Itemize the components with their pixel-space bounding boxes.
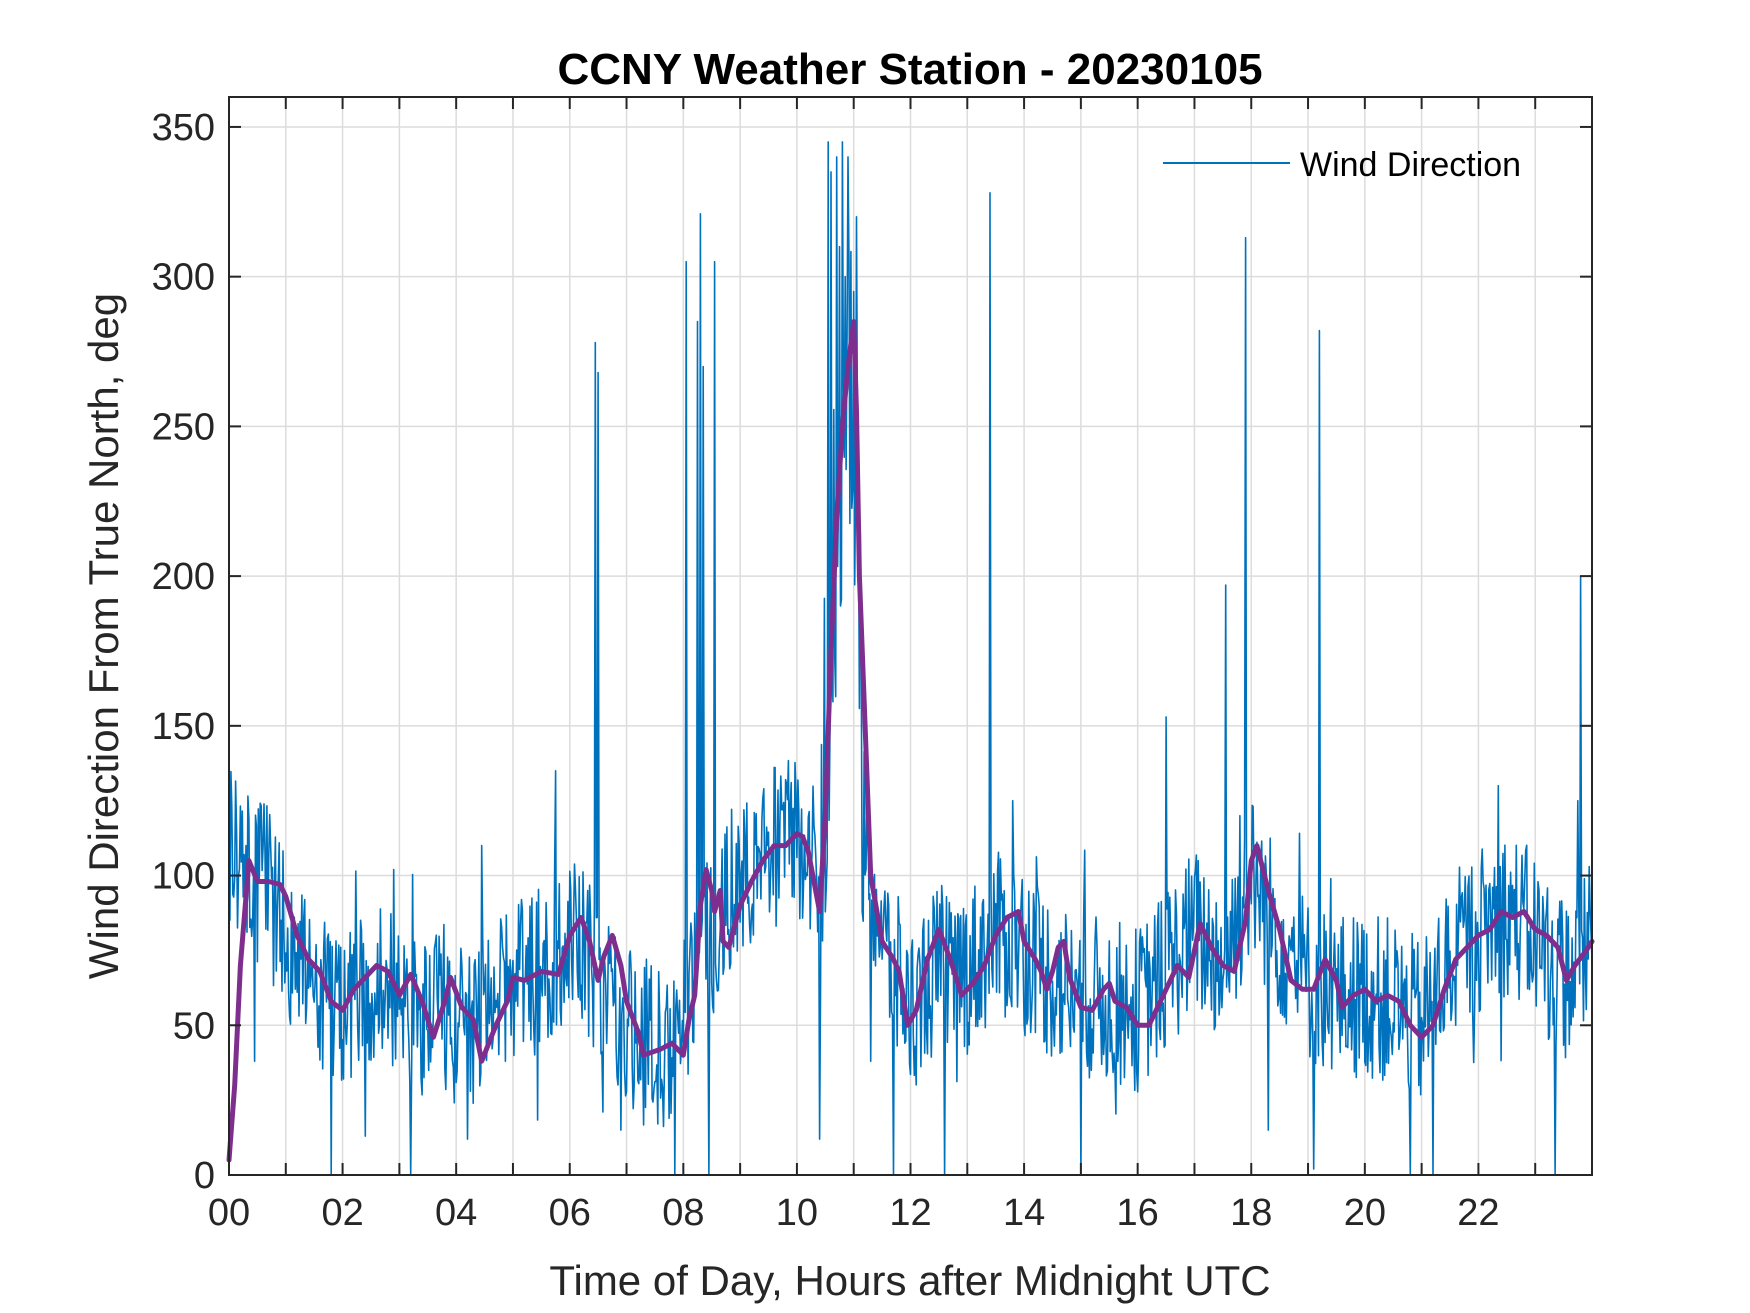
y-tick-label: 200 xyxy=(152,556,215,598)
series-line-smoothed xyxy=(226,319,1595,1163)
x-tick-label: 16 xyxy=(1117,1192,1159,1234)
ticks: 00 02 04 06 08 10 12 14 16 18 20 22 0 50 100 150 200 250 3… xyxy=(152,97,1592,1234)
series-line-wind-direction xyxy=(228,141,1593,1176)
y-tick-label: 100 xyxy=(152,856,215,898)
y-tick-label: 0 xyxy=(194,1155,215,1197)
y-tick-label: 300 xyxy=(152,257,215,299)
x-tick-label: 08 xyxy=(662,1192,704,1234)
x-tick-label: 18 xyxy=(1230,1192,1272,1234)
y-tick-label: 350 xyxy=(152,107,215,149)
x-tick-label: 06 xyxy=(549,1192,591,1234)
chart-title: CCNY Weather Station - 20230105 xyxy=(557,45,1262,94)
y-tick-label: 150 xyxy=(152,706,215,748)
legend-label-wind-direction: Wind Direction xyxy=(1300,146,1521,184)
y-tick-label: 50 xyxy=(173,1005,215,1047)
x-tick-label: 02 xyxy=(321,1192,363,1234)
y-axis-label: Wind Direction From True North, deg xyxy=(80,293,127,979)
x-tick-label: 22 xyxy=(1457,1192,1499,1234)
x-axis-label: Time of Day, Hours after Midnight UTC xyxy=(549,1257,1270,1304)
x-tick-label: 12 xyxy=(889,1192,931,1234)
legend: Wind Direction xyxy=(1163,146,1521,184)
x-tick-label: 14 xyxy=(1003,1192,1045,1234)
x-tick-label: 00 xyxy=(208,1192,250,1234)
series-layer xyxy=(226,141,1595,1176)
x-tick-label: 10 xyxy=(776,1192,818,1234)
x-tick-label: 20 xyxy=(1344,1192,1386,1234)
x-tick-label: 04 xyxy=(435,1192,477,1234)
y-tick-label: 250 xyxy=(152,406,215,448)
